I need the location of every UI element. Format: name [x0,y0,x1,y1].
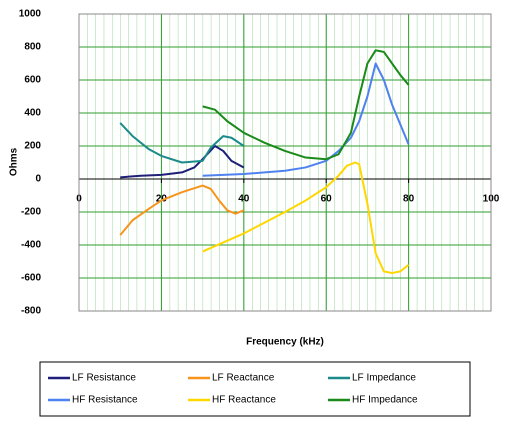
y-tick-label: -400 [21,240,41,251]
series-line [202,161,410,275]
y-tick-label: -200 [21,207,41,218]
y-tick-label: 200 [24,141,41,152]
legend-label: LF Resistance [72,373,136,384]
y-tick-label: 600 [24,75,41,86]
series-line [120,145,245,179]
legend-label: HF Resistance [72,395,138,406]
x-tick-label: 20 [156,194,168,205]
x-tick-label: 60 [321,194,333,205]
legend-label: LF Impedance [352,373,416,384]
x-axis-title: Frequency (kHz) [246,337,324,348]
series-line [119,122,245,164]
y-tick-label: -600 [21,273,41,284]
minor-grid [79,14,491,311]
y-tick-label: 0 [35,174,41,185]
plot-border [78,13,492,312]
series-line [119,184,245,236]
y-tick-label: -800 [21,306,41,317]
y-tick-label: 400 [24,108,41,119]
x-tick-label: 80 [403,194,415,205]
legend-box [39,361,471,417]
series-line [202,62,410,177]
y-tick-label: 1000 [19,9,42,20]
x-tick-label: 40 [238,194,250,205]
y-tick-label: 800 [24,42,41,53]
legend-label: HF Impedance [352,395,418,406]
y-axis-title: Ohms [9,147,20,176]
series-line [202,49,410,161]
legend-label: LF Reactance [212,373,275,384]
legend-label: HF Reactance [212,395,276,406]
